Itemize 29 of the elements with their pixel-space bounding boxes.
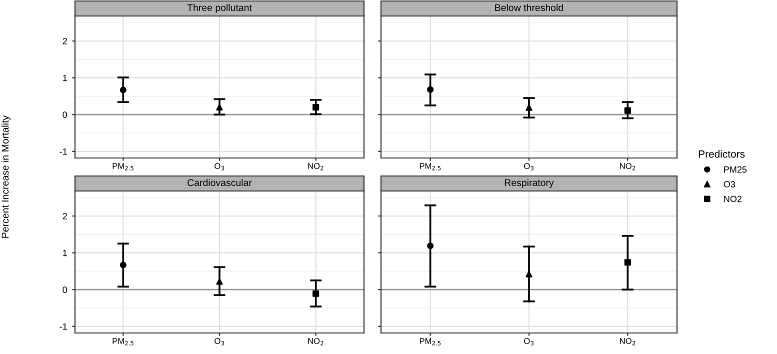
chart-title: Respiratory [504, 178, 554, 188]
chart-title: Three pollutant [187, 4, 252, 14]
y-tick-label: 2 [62, 38, 67, 44]
x-tick-label: O$_{3}$ [214, 163, 224, 170]
y-tick-label: 1 [63, 250, 67, 256]
x-tick-label: O$_{3}$ [524, 163, 534, 170]
legend-title: Predictors [698, 150, 745, 158]
x-tick-label: PM$_{2.5}$ [420, 338, 441, 346]
chart-title: Cardiovascular [188, 178, 252, 186]
x-tick-label: NO$_{2}$ [620, 338, 636, 346]
x-tick-label: PM$_{2.5}$ [112, 338, 134, 346]
y-tick-label: -1 [60, 323, 67, 330]
x-tick-label: NO$_{2}$ [308, 163, 324, 170]
chart-title: Below threshold [495, 4, 563, 12]
legend-label: NO2 [724, 196, 742, 202]
x-tick-label: NO$_{2}$ [620, 163, 636, 170]
x-tick-label: NO$_{2}$ [308, 338, 324, 346]
x-tick-label: PM$_{2.5}$ [420, 163, 441, 170]
y-tick-label: 0 [62, 286, 68, 293]
x-tick-label: O$_{3}$ [524, 338, 534, 346]
y-tick-label: 0 [62, 112, 68, 118]
x-tick-label: O$_{3}$ [214, 338, 224, 346]
y-tick-label: 2 [62, 212, 67, 220]
legend-label: O3 [724, 181, 736, 188]
y-tick-label: 1 [63, 74, 67, 82]
x-tick-label: PM$_{2.5}$ [112, 163, 134, 170]
y-tick-label: -1 [60, 148, 67, 155]
legend-label: PM25 [724, 166, 747, 173]
y-axis-title: Percent Increase in Mortality [1, 115, 11, 238]
